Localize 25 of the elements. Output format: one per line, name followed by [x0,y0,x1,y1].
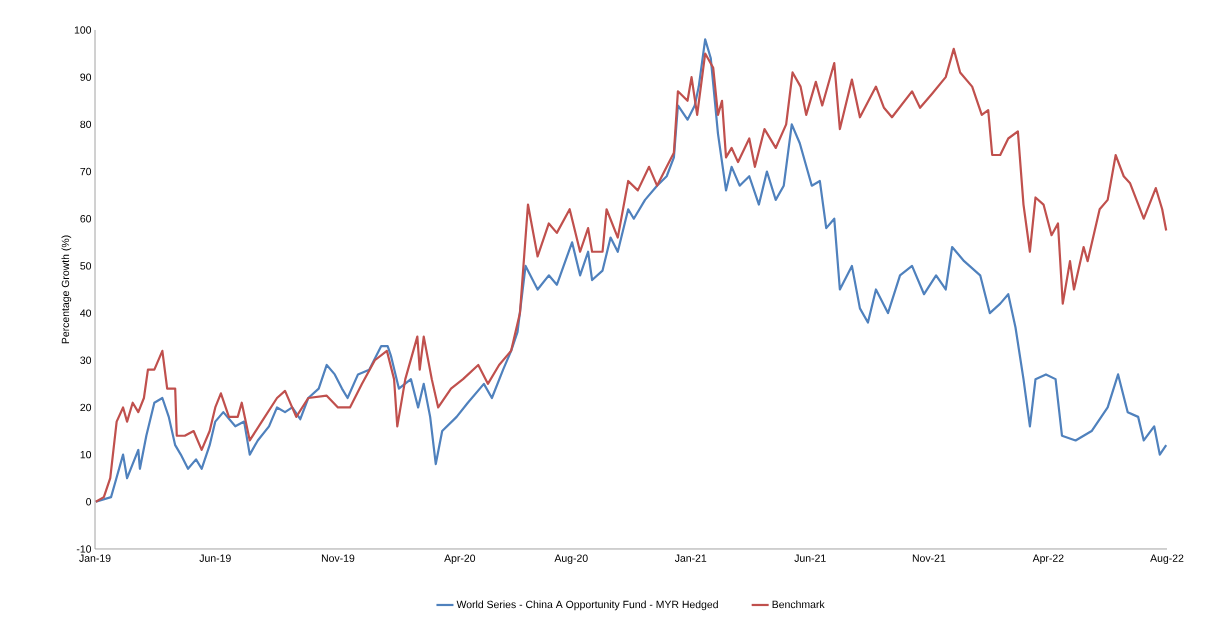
y-tick-label: 90 [80,73,92,81]
x-tick-label: Aug-20 [554,554,588,564]
y-tick-label: 80 [80,120,92,129]
y-tick-label: 60 [80,215,92,223]
x-tick-label: Apr-20 [444,554,476,564]
legend-label: Benchmark [772,600,825,609]
legend-label: World Series - China A Opportunity Fund - MYR Hedged [456,600,718,611]
y-tick-label: 0 [86,498,92,506]
y-tick-label: 20 [80,403,92,412]
x-tick-label: Apr-22 [1032,554,1064,564]
y-tick-label: 10 [80,450,92,459]
y-tick-label: 40 [80,309,92,317]
x-tick-label: Nov-19 [321,554,355,562]
x-tick-label: Jun-19 [199,554,231,562]
y-tick-label: 70 [80,167,92,176]
y-tick-label: 50 [80,262,92,270]
x-tick-label: Jan-19 [79,554,111,562]
y-tick-label: 30 [80,356,92,364]
y-axis-title: Percentage Growth (%) [61,235,72,344]
y-tick-label: 100 [74,26,92,34]
x-tick-label: Nov-21 [912,554,946,562]
x-tick-label: Jan-21 [674,554,707,562]
x-tick-label: Jun-21 [794,554,826,562]
x-tick-label: Aug-22 [1150,554,1184,564]
y-tick-label: -10 [76,545,92,553]
